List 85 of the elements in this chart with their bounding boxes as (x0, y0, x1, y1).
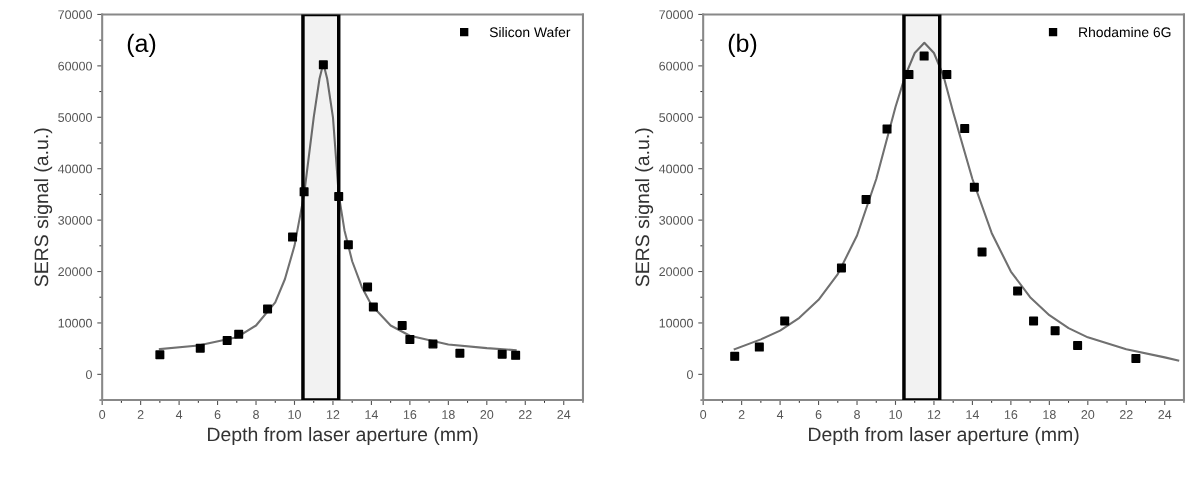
annotation: (b) (728, 33, 757, 58)
y-tick-label: 60000 (659, 61, 693, 71)
point (1131, 353, 1141, 363)
x-tick-label: 6 (815, 410, 822, 419)
x-axis-title: Depth from laser aperture (mm) (809, 426, 1079, 446)
y-tick-label: 10000 (58, 318, 92, 328)
y-tick-label: 40000 (658, 164, 693, 174)
point (234, 329, 244, 339)
x-tick-label: 14 (365, 410, 378, 419)
point (299, 187, 309, 197)
x-tick-label: 22 (518, 410, 532, 419)
point (861, 195, 871, 205)
x-tick-label: 18 (1043, 410, 1056, 419)
point (155, 350, 165, 360)
y-tick-label: 10000 (659, 318, 693, 328)
y-tick-label: 70000 (58, 10, 92, 20)
point (754, 342, 764, 352)
point (904, 70, 914, 80)
x-tick-label: 8 (854, 410, 860, 419)
x-tick-label: 24 (557, 410, 571, 419)
point (1073, 341, 1083, 351)
point (368, 302, 378, 312)
point (363, 282, 373, 292)
legend-label: Rhodamine 6G (1079, 26, 1171, 38)
y-tick-label: 40000 (57, 164, 92, 174)
y-tick-label: 0 (686, 370, 693, 380)
point (343, 240, 353, 250)
y-axis-title: SERS signal (a.u.) (34, 128, 53, 287)
point (263, 304, 273, 314)
point (497, 349, 507, 359)
point (960, 124, 970, 134)
x-tick-label: 20 (480, 410, 494, 419)
x-tick-label: 18 (442, 410, 455, 419)
x-axis-title: Depth from laser aperture (mm) (208, 426, 478, 446)
x-tick-label: 10 (889, 410, 902, 419)
point (288, 232, 298, 242)
point (977, 247, 987, 257)
y-tick-label: 60000 (58, 61, 92, 71)
x-tick-label: 12 (326, 410, 340, 419)
y-tick-label: 50000 (659, 113, 693, 122)
y-tick-label: 50000 (58, 113, 92, 122)
point (511, 350, 521, 360)
point (969, 182, 979, 192)
point (942, 70, 952, 80)
point (1029, 316, 1039, 326)
x-tick-label: 4 (175, 410, 183, 419)
point (882, 124, 892, 134)
legend-label: Silicon Wafer (489, 26, 571, 38)
point (334, 191, 344, 201)
x-tick-label: 10 (288, 410, 301, 419)
point (780, 316, 790, 326)
x-tick-label: 6 (214, 410, 221, 419)
x-tick-label: 0 (99, 410, 106, 419)
point (919, 51, 929, 61)
x-tick-label: 24 (1158, 410, 1172, 419)
x-tick-label: 16 (1004, 410, 1018, 419)
y-tick-label: 30000 (58, 215, 92, 225)
annotation: (a) (127, 33, 156, 58)
point (405, 334, 415, 344)
x-tick-label: 4 (776, 410, 784, 419)
y-tick-label: 0 (85, 370, 92, 380)
y-tick-label: 70000 (659, 10, 693, 20)
point (195, 343, 205, 353)
x-tick-label: 0 (700, 410, 707, 419)
point (836, 263, 846, 273)
x-tick-label: 12 (927, 410, 941, 419)
y-tick-label: 30000 (659, 215, 693, 225)
x-tick-label: 2 (137, 410, 144, 419)
x-tick-label: 16 (403, 410, 417, 419)
point (1050, 326, 1060, 336)
point (1013, 286, 1023, 296)
x-tick-label: 2 (738, 410, 745, 419)
point (397, 321, 407, 331)
point (318, 60, 328, 70)
point (428, 339, 438, 349)
point (222, 335, 232, 345)
x-tick-label: 14 (966, 410, 979, 419)
y-tick-label: 20000 (659, 267, 693, 277)
y-axis-title: SERS signal (a.u.) (635, 128, 654, 287)
y-tick-label: 20000 (58, 267, 92, 277)
x-tick-label: 8 (253, 410, 259, 419)
x-tick-label: 20 (1081, 410, 1095, 419)
point (730, 351, 740, 361)
x-tick-label: 22 (1119, 410, 1133, 419)
point (455, 348, 465, 358)
